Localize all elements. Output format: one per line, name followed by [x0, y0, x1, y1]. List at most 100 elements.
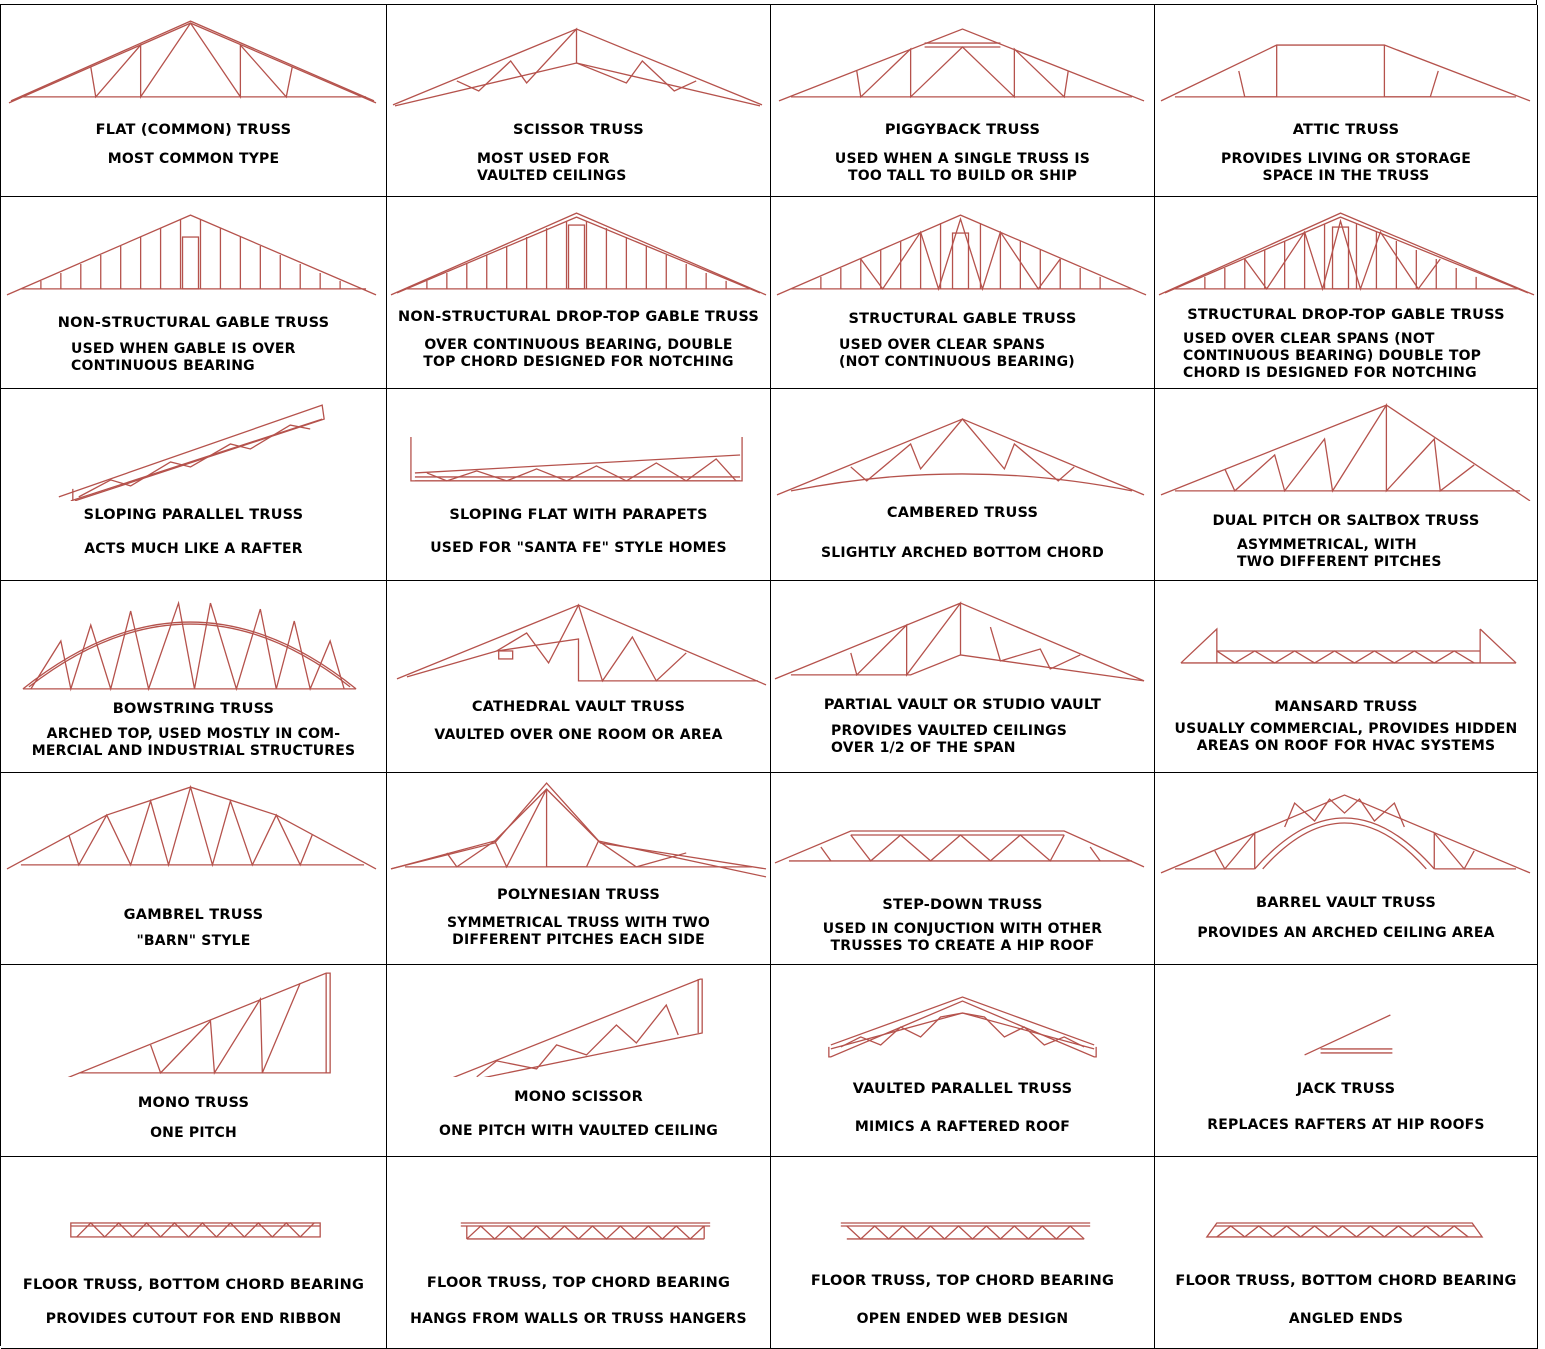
cell-title: Flat (Common) Truss [95, 122, 292, 138]
cell-attic-truss: Attic Truss Provides living or storage s… [1155, 5, 1538, 197]
cell-floor-truss-top-chord-bearing: Floor Truss, Top Chord Bearing Hangs fro… [387, 1157, 771, 1349]
cell-description: Symmetrical truss with two different pit… [446, 915, 711, 948]
cell-title: Mono Scissor [514, 1089, 643, 1105]
cell-title: Mono Truss [137, 1095, 250, 1111]
barrel-vault-truss-drawing [1160, 794, 1531, 874]
truss-types-grid: Flat (Common) Truss Most common type Sci… [0, 4, 1538, 1349]
cell-sloping-flat-with-parapets: Sloping Flat with Parapets Used for "San… [387, 389, 771, 581]
cell-title: Step-Down Truss [882, 897, 1043, 913]
cell-step-down-truss: Step-Down Truss Used in conjuction with … [771, 773, 1155, 965]
cell-mansard-truss: Mansard Truss Usually commercial, provid… [1155, 581, 1538, 773]
cell-title: Non-Structural Drop-Top Gable Truss [398, 309, 759, 325]
cell-title: Vaulted Parallel Truss [852, 1081, 1073, 1097]
cell-description: Open ended web design [856, 1311, 1069, 1327]
cell-description: Slightly arched bottom chord [821, 545, 1104, 561]
saltbox-truss-drawing [1160, 402, 1531, 501]
cell-jack-truss: Jack Truss Replaces rafters at hip roofs [1155, 965, 1538, 1157]
cell-description: Used for "Santa Fe" style homes [430, 540, 727, 556]
cell-description: Replaces rafters at hip roofs [1207, 1117, 1485, 1133]
cell-title: Barrel Vault Truss [1255, 895, 1437, 911]
cell-description: Most common type [107, 151, 280, 167]
cell-vaulted-parallel-truss: Vaulted Parallel Truss Mimics a raftered… [771, 965, 1155, 1157]
cell-description: One pitch [150, 1125, 237, 1141]
flat-common-truss-drawing [8, 20, 377, 104]
cell-barrel-vault-truss: Barrel Vault Truss Provides an arched ce… [1155, 773, 1538, 965]
cell-description: One pitch with vaulted ceiling [439, 1123, 718, 1139]
floor-truss-top-bearing-drawing [460, 1222, 711, 1240]
cell-floor-truss-open-web: Floor Truss, Top Chord Bearing Open ende… [771, 1157, 1155, 1349]
mansard-truss-drawing [1180, 627, 1517, 664]
cell-description: Used over clear spans (not continuous be… [839, 337, 1075, 370]
cell-title: Structural Drop-Top Gable Truss [1187, 307, 1505, 323]
cell-title: Floor Truss, Top Chord Bearing [426, 1275, 731, 1291]
cell-title: Partial Vault or Studio Vault [823, 697, 1102, 713]
cambered-truss-drawing [776, 418, 1145, 496]
vaulted-parallel-truss-drawing [828, 996, 1097, 1058]
cell-title: Attic Truss [1292, 122, 1400, 138]
cell-mono-truss: Mono Truss One pitch [1, 965, 387, 1157]
cell-description: Most used for vaulted ceilings [477, 151, 627, 184]
cell-flat-common-truss: Flat (Common) Truss Most common type [1, 5, 387, 197]
cell-title: Floor Truss, Bottom Chord Bearing [1175, 1273, 1517, 1289]
mono-truss-drawing [67, 972, 331, 1077]
cell-polynesian-truss: Polynesian Truss Symmetrical truss with … [387, 773, 771, 965]
bowstring-truss-drawing [22, 600, 357, 692]
polynesian-truss-drawing [390, 782, 767, 878]
cell-mono-scissor: Mono Scissor One pitch with vaulted ceil… [387, 965, 771, 1157]
cell-structural-gable-truss: Structural Gable Truss Used over clear s… [771, 197, 1155, 389]
cell-title: Polynesian Truss [497, 887, 660, 903]
cell-partial-vault-studio-vault: Partial Vault or Studio Vault Provides v… [771, 581, 1155, 773]
cell-description: Over continuous bearing, double top chor… [423, 337, 734, 370]
cell-title: Gambrel Truss [123, 907, 264, 923]
cell-bowstring-truss: Bowstring Truss Arched top, used mostly … [1, 581, 387, 773]
structural-gable-truss-drawing [776, 214, 1147, 296]
floor-truss-open-web-drawing [840, 1222, 1091, 1240]
studio-vault-truss-drawing [774, 601, 1145, 682]
cell-description: Vaulted over one room or area [434, 727, 723, 743]
cell-description: Used in conjuction with other trusses to… [822, 921, 1103, 954]
structural-drop-top-gable-truss-drawing [1158, 212, 1535, 296]
floor-truss-angled-ends-drawing [1205, 1222, 1484, 1238]
cell-sloping-parallel-truss: Sloping Parallel Truss Acts much like a … [1, 389, 387, 581]
drop-top-gable-truss-drawing [390, 212, 767, 296]
cell-description: Hangs from walls or truss hangers [410, 1311, 747, 1327]
cell-description: Provides living or storage space in the … [1221, 151, 1471, 184]
mono-scissor-drawing [452, 978, 703, 1077]
floor-truss-bottom-bearing-drawing [70, 1222, 321, 1238]
cell-description: Angled ends [1288, 1311, 1404, 1327]
cell-description: "Barn" style [136, 933, 251, 949]
cell-floor-truss-bottom-chord-bearing: Floor Truss, Bottom Chord Bearing Provid… [1, 1157, 387, 1349]
cell-description: Provides vaulted ceilings over 1/2 of th… [831, 723, 1068, 756]
cell-title: Cathedral Vault Truss [471, 699, 686, 715]
cell-description: Used when a single truss is too tall to … [834, 151, 1091, 184]
cell-description: Arched top, used mostly in com- mercial … [31, 726, 356, 759]
cell-description: Mimics a raftered roof [854, 1119, 1071, 1135]
gambrel-truss-drawing [6, 784, 377, 870]
cell-description: Acts much like a rafter [84, 541, 303, 557]
attic-truss-drawing [1160, 44, 1531, 102]
cell-scissor-truss: Scissor Truss Most used for vaulted ceil… [387, 5, 771, 197]
cell-description: Used over clear spans (not continuous be… [1183, 331, 1482, 381]
cathedral-vault-truss-drawing [396, 603, 767, 686]
cell-title: Mansard Truss [1274, 699, 1418, 715]
step-down-truss-drawing [774, 830, 1145, 868]
cell-title: Sloping Parallel Truss [83, 507, 304, 523]
sloping-parallel-truss-drawing [58, 404, 325, 501]
cell-title: Dual Pitch or Saltbox Truss [1212, 513, 1480, 529]
cell-title: Floor Truss, Top Chord Bearing [810, 1273, 1115, 1289]
cell-description: Used when gable is over continuous beari… [71, 341, 296, 374]
cell-description: Asymmetrical, with two different pitches [1237, 537, 1442, 570]
cell-title: Piggyback Truss [884, 122, 1041, 138]
cell-cathedral-vault-truss: Cathedral Vault Truss Vaulted over one r… [387, 581, 771, 773]
cell-dual-pitch-saltbox-truss: Dual Pitch or Saltbox Truss Asymmetrical… [1155, 389, 1538, 581]
cell-floor-truss-angled-ends: Floor Truss, Bottom Chord Bearing Angled… [1155, 1157, 1538, 1349]
cell-title: Non-Structural Gable Truss [57, 315, 330, 331]
cell-title: Cambered Truss [886, 505, 1039, 521]
cell-non-structural-drop-top-gable-truss: Non-Structural Drop-Top Gable Truss Over… [387, 197, 771, 389]
cell-piggyback-truss: Piggyback Truss Used when a single truss… [771, 5, 1155, 197]
cell-gambrel-truss: Gambrel Truss "Barn" style [1, 773, 387, 965]
cell-title: Floor Truss, Bottom Chord Bearing [22, 1277, 365, 1293]
cell-title: Structural Gable Truss [848, 311, 1077, 327]
sloping-flat-parapets-drawing [410, 437, 743, 482]
cell-title: Sloping Flat with Parapets [449, 507, 708, 523]
